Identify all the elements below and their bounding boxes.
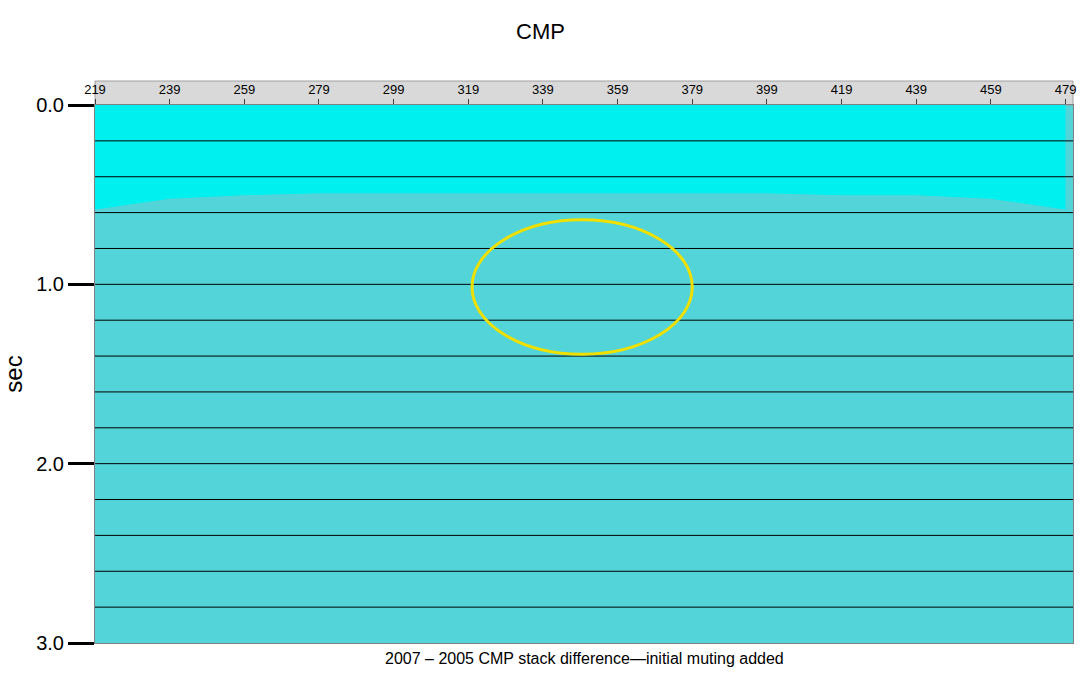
svg-text:479: 479: [1055, 82, 1077, 97]
svg-text:399: 399: [756, 82, 778, 97]
svg-text:339: 339: [532, 82, 554, 97]
svg-text:1.0: 1.0: [36, 273, 64, 295]
svg-text:259: 259: [233, 82, 255, 97]
svg-text:459: 459: [980, 82, 1002, 97]
svg-text:219: 219: [84, 82, 106, 97]
svg-text:3.0: 3.0: [36, 632, 64, 654]
svg-text:2.0: 2.0: [36, 453, 64, 475]
svg-text:sec: sec: [0, 355, 27, 392]
svg-text:299: 299: [383, 82, 405, 97]
svg-text:0.0: 0.0: [36, 94, 64, 116]
svg-text:379: 379: [681, 82, 703, 97]
svg-text:359: 359: [607, 82, 629, 97]
svg-text:279: 279: [308, 82, 330, 97]
svg-text:319: 319: [457, 82, 479, 97]
svg-text:2007 – 2005 CMP stack differen: 2007 – 2005 CMP stack difference—initial…: [385, 650, 784, 667]
svg-text:419: 419: [831, 82, 853, 97]
svg-text:CMP: CMP: [516, 19, 565, 44]
svg-text:439: 439: [905, 82, 927, 97]
svg-text:239: 239: [159, 82, 181, 97]
